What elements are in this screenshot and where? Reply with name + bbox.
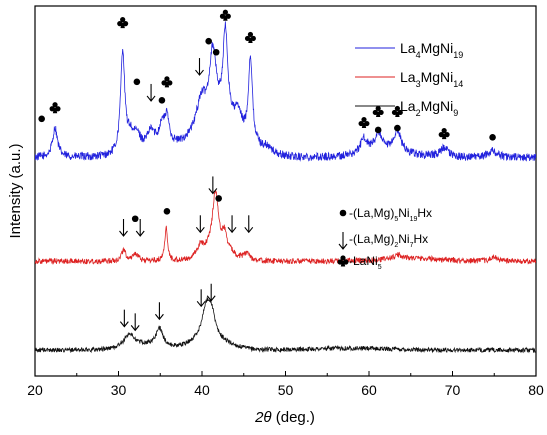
dot-marker [394,124,401,132]
series-layer [35,21,536,354]
x-axis-label-unit: (deg.) [272,409,315,426]
arrow-marker [119,309,129,328]
club-marker [117,17,129,29]
arrow-marker [196,289,206,308]
phase-legend-label: -LaNi5 [349,254,382,271]
arrow-marker [227,215,237,234]
dot-marker [163,208,171,215]
y-axis-label: Intensity (a.u.) [7,143,24,238]
x-axis-label-var: 2θ [254,409,271,426]
x-tick-label: 50 [278,382,294,398]
dot-marker [131,215,139,223]
arrow-marker [154,302,164,321]
x-tick-label: 20 [27,382,43,398]
dot-marker [205,37,212,45]
x-axis-label: 2θ (deg.) [254,409,315,426]
club-marker [372,105,384,117]
arrow-legend-symbol [338,232,348,250]
arrow-marker [208,176,218,195]
arrow-marker [119,219,128,237]
series-line-1 [35,21,536,162]
legend-label: La4MgNi19 [400,40,463,60]
dot-marker [212,48,220,56]
club-marker [49,102,61,114]
club-legend-symbol [337,255,349,267]
legend-label: La2MgNi9 [400,98,458,118]
series-legend: La4MgNi19 La3MgNi14 La2MgNi9 [355,40,463,118]
series-line-3 [35,297,536,354]
dot-marker [158,97,166,104]
arrow-marker [135,219,145,237]
arrow-marker [206,283,216,302]
legend-label: La3MgNi14 [400,69,463,89]
phase-legend-label: -(La,Mg)2Ni7Hx [349,232,428,249]
arrow-marker [195,58,204,76]
dot-marker [215,195,222,202]
club-marker [391,105,403,117]
club-marker [161,76,173,88]
arrow-marker [244,215,254,234]
x-tick-label: 40 [194,382,210,398]
dot-legend-symbol [339,209,347,217]
club-marker [219,9,231,21]
dot-marker [38,115,45,123]
dot-marker [489,134,496,141]
x-tick-label: 60 [361,382,377,398]
dot-marker [133,78,141,86]
x-tick-label: 80 [528,382,544,398]
x-tick-label: 30 [111,382,127,398]
x-tick-label: 70 [445,382,461,398]
x-axis-ticks: 20 30 40 50 60 70 80 [27,371,544,398]
club-marker [358,116,370,129]
club-marker [244,31,256,43]
arrow-marker [195,215,205,234]
dot-marker [374,126,382,134]
phase-legend-label: -(La,Mg)5Ni19Hx [349,206,432,223]
marker-layer [38,9,496,332]
club-marker [438,128,450,140]
series-line-2 [35,190,536,265]
arrow-marker [146,83,156,102]
arrow-marker [130,313,140,332]
plot-frame [34,5,537,377]
phase-legend: -(La,Mg)5Ni19Hx -(La,Mg)2Ni7Hx -LaNi5 [337,206,432,271]
